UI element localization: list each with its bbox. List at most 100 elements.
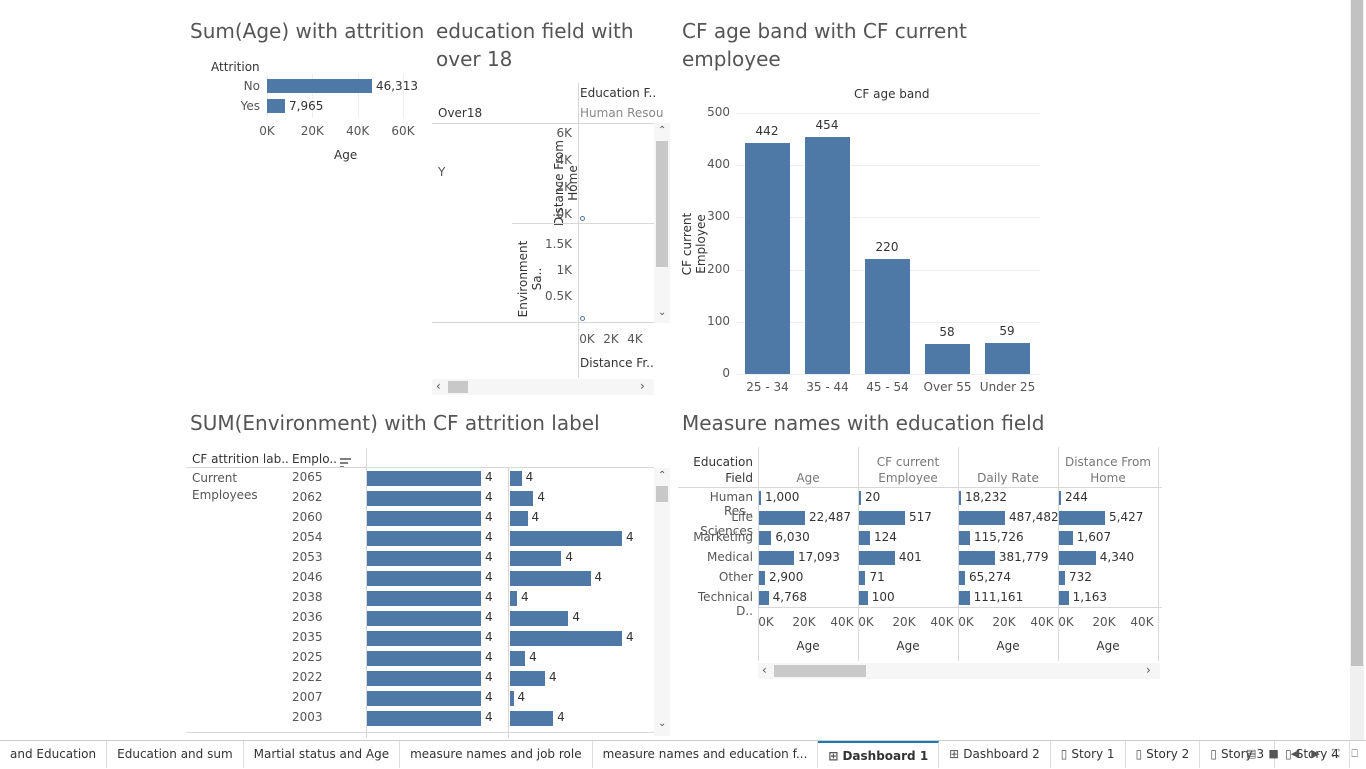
bar[interactable] <box>510 471 522 486</box>
bar[interactable] <box>510 671 545 686</box>
panel5-hscroll[interactable]: ‹ › <box>758 663 1160 679</box>
bar[interactable] <box>859 571 866 585</box>
bar[interactable] <box>1059 531 1073 545</box>
bar[interactable] <box>367 531 481 546</box>
bar[interactable] <box>367 691 481 706</box>
bar[interactable] <box>367 471 481 486</box>
bar[interactable] <box>859 531 871 545</box>
bar[interactable] <box>367 591 481 606</box>
bar[interactable] <box>759 571 765 585</box>
panel4-vscroll-thumb[interactable] <box>656 486 668 502</box>
bar[interactable] <box>985 343 1030 374</box>
education-over18-view[interactable]: Education F.. Human Resou Over18 Y Dista… <box>432 83 670 397</box>
bar[interactable] <box>959 591 970 605</box>
bar[interactable] <box>859 511 905 525</box>
bar[interactable] <box>959 511 1005 525</box>
sheet-tab[interactable]: ▯ Story 2 <box>1126 741 1201 768</box>
bar[interactable] <box>367 511 481 526</box>
bar[interactable] <box>510 691 514 706</box>
bar[interactable] <box>859 551 895 565</box>
sheet-tab[interactable]: and Education <box>0 741 108 768</box>
filmstrip-icon[interactable]: ■ <box>1268 747 1279 760</box>
scroll-down-icon[interactable]: ⌄ <box>658 307 667 318</box>
bar[interactable] <box>510 631 622 646</box>
scroll-up-icon[interactable]: ⌃ <box>658 470 667 481</box>
bar[interactable] <box>510 571 591 586</box>
next-sheet-icon[interactable]: ▶ <box>1311 747 1320 760</box>
bar[interactable] <box>510 491 534 506</box>
bar[interactable] <box>859 491 861 505</box>
bar[interactable] <box>759 491 761 505</box>
sheet-tab[interactable]: measure names and job role <box>400 741 593 768</box>
measure-names-view[interactable]: Education Field Age 0K 20K 40K Age CF current… <box>678 447 1162 683</box>
panel5-hscroll-thumb[interactable] <box>774 665 866 677</box>
present-icon[interactable]: ⎕ <box>1351 747 1358 760</box>
bar[interactable] <box>759 591 769 605</box>
sheet-tab[interactable]: ▯ Story 1 <box>1051 741 1126 768</box>
bar[interactable] <box>805 137 850 374</box>
bar[interactable] <box>759 551 794 565</box>
bar[interactable] <box>510 711 554 726</box>
bar[interactable] <box>1059 491 1061 505</box>
bar[interactable] <box>959 551 995 565</box>
grid-view-icon[interactable]: ▤ <box>1245 747 1257 760</box>
bar[interactable] <box>745 143 790 374</box>
sheet-tab[interactable]: ▯ Story 3 <box>1200 741 1276 768</box>
panel2-vscroll-thumb[interactable] <box>656 141 668 267</box>
bar[interactable] <box>959 491 961 505</box>
scroll-right-icon[interactable]: › <box>640 379 645 393</box>
bar[interactable] <box>759 511 805 525</box>
bar[interactable] <box>925 343 970 374</box>
bar[interactable] <box>510 551 562 566</box>
scroll-up-icon[interactable]: ⌃ <box>658 125 667 136</box>
sort-icon[interactable] <box>340 453 352 472</box>
bar[interactable] <box>510 651 526 666</box>
bar[interactable] <box>1059 511 1105 525</box>
sheet-tab[interactable]: ⊞ Dashboard 2 <box>939 741 1051 768</box>
attrition-chart[interactable]: No 46,313 Yes 7,965 0K 20K 40K 60K Age <box>190 74 420 184</box>
age-band-chart[interactable]: 500 400 300 200 100 0 442 25 - 34 454 35 - 44 220 4… <box>700 100 1040 400</box>
bar[interactable] <box>510 591 517 606</box>
bar[interactable] <box>510 511 528 526</box>
bar[interactable] <box>865 259 910 374</box>
bar[interactable] <box>267 79 372 93</box>
panel2-vscroll[interactable]: ⌃ ⌄ <box>654 123 670 323</box>
bar[interactable] <box>267 99 286 113</box>
environment-view[interactable]: CF attrition lab.. Emplo.. Current Emplo… <box>186 448 670 738</box>
bar[interactable] <box>1059 551 1096 565</box>
bar[interactable] <box>959 571 965 585</box>
scroll-right-icon[interactable]: › <box>1146 663 1151 677</box>
fullscreen-icon[interactable]: ⛶ <box>1331 747 1340 760</box>
bar[interactable] <box>510 531 622 546</box>
scroll-left-icon[interactable]: ‹ <box>436 379 441 393</box>
prev-sheet-icon[interactable]: ◀ <box>1290 747 1300 760</box>
sheet-tab[interactable]: measure names and education f... <box>593 741 819 768</box>
bar[interactable] <box>959 531 971 545</box>
bar[interactable] <box>367 551 481 566</box>
bar[interactable] <box>367 651 481 666</box>
panel4-vscroll[interactable]: ⌃ ⌄ <box>654 468 670 736</box>
page-vscroll[interactable] <box>1350 0 1364 740</box>
scatter-point[interactable] <box>580 316 585 321</box>
sheet-tab[interactable]: ⊞ Dashboard 1 <box>818 741 940 768</box>
bar[interactable] <box>1059 591 1069 605</box>
panel2-hscroll-thumb[interactable] <box>448 381 468 393</box>
panel2-hscroll[interactable]: ‹ › <box>432 379 654 395</box>
bar[interactable] <box>759 531 772 545</box>
scroll-down-icon[interactable]: ⌄ <box>658 718 667 729</box>
sheet-tab[interactable]: Martial status and Age <box>244 741 401 768</box>
page-vscroll-thumb[interactable] <box>1351 0 1363 666</box>
scroll-left-icon[interactable]: ‹ <box>762 663 767 677</box>
bar[interactable] <box>367 611 481 626</box>
bar[interactable] <box>367 571 481 586</box>
bar[interactable] <box>367 711 481 726</box>
sheet-tab[interactable]: ▯ Story 4 <box>1275 741 1350 768</box>
bar[interactable] <box>367 491 481 506</box>
sheet-tab[interactable]: Education and sum <box>107 741 244 768</box>
bar[interactable] <box>1059 571 1065 585</box>
bar[interactable] <box>367 631 481 646</box>
bar[interactable] <box>510 611 569 626</box>
bar[interactable] <box>367 671 481 686</box>
scatter-point[interactable] <box>580 216 585 221</box>
employee-number-header[interactable]: Emplo.. <box>292 452 337 466</box>
